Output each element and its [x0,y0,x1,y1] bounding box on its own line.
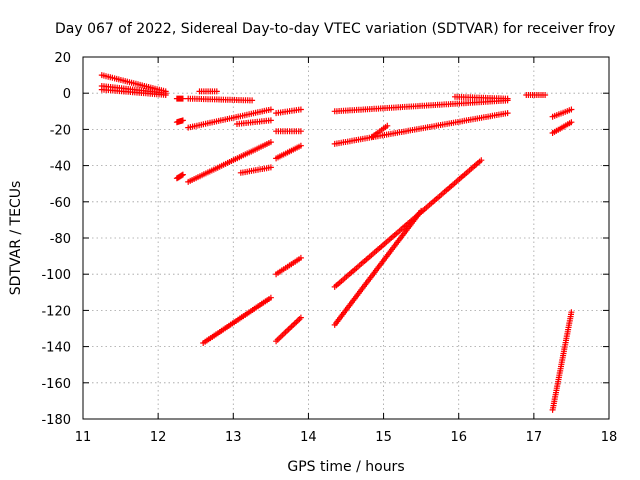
x-axis-title: GPS time / hours [287,459,404,475]
data-series [273,142,304,162]
x-tick-label: 13 [225,430,242,445]
y-axis-title: SDTVAR / TECUs [8,181,24,296]
data-series [331,97,511,115]
data-series [273,254,304,278]
data-series [273,128,304,135]
data-series [173,95,186,102]
x-tick-label: 11 [75,430,92,445]
data-point-markers [185,139,274,185]
data-point-markers [185,95,256,104]
data-point-markers [273,314,304,345]
y-tick-label: -160 [41,377,71,392]
data-series [237,164,274,176]
data-series [173,117,186,126]
y-tick-label: -180 [41,413,71,428]
data-series [369,122,391,140]
y-tick-label: -40 [50,160,71,175]
data-series [523,92,549,98]
data-series [331,110,511,147]
y-tick-label: -140 [41,341,71,356]
data-series [185,106,274,131]
y-tick-label: 0 [63,87,71,102]
data-series [549,106,575,120]
x-tick-label: 18 [601,430,618,445]
data-point-markers [273,254,304,278]
data-point-markers [237,164,274,176]
data-series [452,93,511,102]
data-series [185,139,274,185]
data-point-markers [331,157,485,290]
chart-title: Day 067 of 2022, Sidereal Day-to-day VTE… [55,21,615,37]
data-series [549,309,575,413]
y-tick-label: -60 [50,196,71,211]
x-tick-label: 14 [300,430,317,445]
data-series [196,88,220,95]
data-point-markers [273,106,304,117]
data-series [98,86,169,98]
data-point-markers [196,88,220,95]
data-point-markers [185,106,274,131]
data-point-markers [523,92,549,98]
data-point-markers [331,97,511,115]
data-point-markers [549,106,575,120]
data-point-markers [452,93,511,102]
y-tick-label: -20 [50,123,71,138]
data-point-markers [234,117,274,127]
data-point-markers [173,117,186,126]
data-point-markers [273,142,304,162]
data-marks [98,72,575,413]
x-tick-label: 16 [450,430,467,445]
y-tick-label: -80 [50,232,71,247]
data-series [273,106,304,117]
data-point-markers [549,309,575,413]
data-point-markers [549,119,575,136]
data-point-markers [273,128,304,135]
data-point-markers [331,110,511,147]
x-tick-label: 12 [150,430,167,445]
y-tick-label: -100 [41,268,71,283]
data-point-markers [331,207,425,328]
data-series [185,95,256,104]
data-series [331,207,425,328]
data-point-markers [173,171,186,182]
x-tick-label: 17 [526,430,543,445]
x-tick-label: 15 [375,430,392,445]
data-point-markers [369,122,391,140]
data-series [173,171,186,182]
y-tick-label: 20 [54,51,71,66]
data-series [200,294,274,346]
data-point-markers [98,86,169,98]
grid [83,57,609,419]
data-series [331,157,485,290]
data-series [549,119,575,136]
axis-ticks: 11 12 13 14 15 16 17 18 20 0 -20 -40 -60 -80 -100 -120 -… [41,51,617,445]
data-series [273,314,304,345]
data-point-markers [200,294,274,346]
data-point-markers [173,95,186,102]
y-tick-label: -120 [41,304,71,319]
data-series [234,117,274,127]
